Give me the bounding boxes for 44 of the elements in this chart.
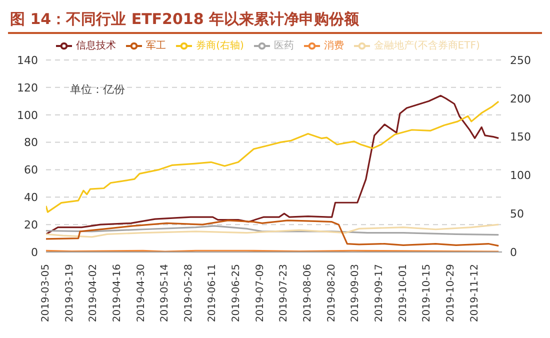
x-tick-label: 2019-10-01 [398, 264, 409, 322]
line-series [46, 220, 500, 247]
x-tick-label: 2019-07-09 [254, 264, 266, 322]
legend-label: 金融地产(不含券商ETF) [374, 40, 480, 52]
y-tick-label: 140 [17, 54, 38, 67]
legend-label: 信息技术 [76, 40, 116, 52]
x-tick-label: 2019-09-17 [374, 264, 385, 322]
y2-tick-label: 0 [510, 246, 517, 259]
y-tick-label: 20 [24, 218, 38, 232]
x-tick-label: 2019-04-02 [88, 264, 100, 322]
legend-label: 消费 [324, 40, 344, 52]
x-tick-label: 2019-07-23 [278, 264, 290, 322]
line-series [46, 100, 500, 213]
x-tick-label: 2019-09-03 [350, 264, 362, 322]
y-tick-label: 80 [24, 136, 38, 150]
x-tick-label: 2019-03-19 [64, 264, 76, 322]
x-tick-label: 2019-04-16 [112, 264, 123, 322]
legend-label: 医药 [274, 40, 294, 52]
legend-label: 券商(右轴) [196, 40, 244, 52]
x-tick-label: 2019-04-30 [136, 264, 147, 322]
x-tick-label: 2019-08-06 [302, 264, 314, 322]
y-tick-label: 0 [31, 246, 38, 259]
y2-tick-label: 50 [510, 208, 524, 221]
y-tick-label: 60 [24, 164, 38, 177]
x-tick-label: 2019-06-25 [231, 264, 242, 322]
legend-label: 军工 [146, 40, 166, 52]
chart-title: 图 14：不同行业 ETF2018 年以来累计净申购份额 [9, 9, 360, 30]
y-tick-label: 40 [24, 191, 38, 204]
x-tick-label: 2019-10-15 [422, 264, 433, 322]
x-tick-label: 2019-05-28 [183, 264, 194, 322]
y-tick-label: 120 [17, 81, 38, 94]
x-tick-label: 2019-05-14 [160, 264, 171, 322]
y2-tick-label: 150 [510, 130, 531, 144]
y-tick-label: 100 [17, 108, 38, 122]
x-tick-label: 2019-03-05 [40, 264, 52, 322]
x-tick-label: 2019-08-20 [326, 264, 338, 322]
line-series [46, 94, 500, 235]
y2-tick-label: 100 [510, 169, 531, 182]
x-tick-label: 2019-11-12 [469, 264, 480, 322]
y2-tick-label: 250 [510, 54, 531, 67]
y2-tick-label: 200 [510, 92, 531, 106]
x-tick-label: 2019-06-11 [207, 264, 218, 322]
x-tick-label: 2019-10-29 [445, 264, 456, 322]
annotation: 单位：亿份 [70, 82, 125, 97]
